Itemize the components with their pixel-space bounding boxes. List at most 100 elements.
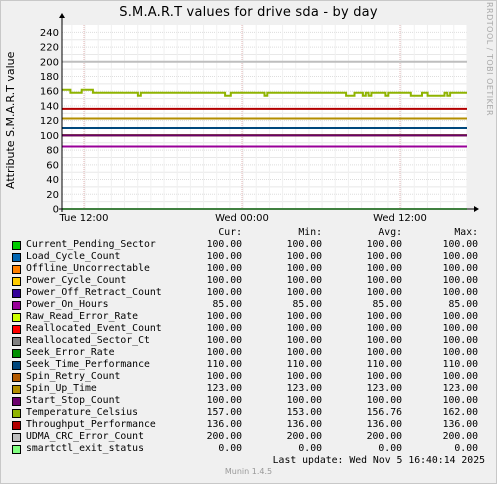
legend-value-cur: 85.00 xyxy=(212,299,243,310)
legend-swatch xyxy=(12,313,21,322)
legend-series-name: Start_Stop_Count xyxy=(26,395,121,406)
x-tick-label: Wed 00:00 xyxy=(215,213,269,224)
legend-value-avg: 100.00 xyxy=(366,395,402,406)
legend-swatch xyxy=(12,241,21,250)
legend-value-cur: 100.00 xyxy=(206,275,242,286)
legend-swatch xyxy=(12,361,21,370)
legend-value-max: 100.00 xyxy=(442,239,478,250)
legend-value-cur: 110.00 xyxy=(206,359,242,370)
legend-value-avg: 100.00 xyxy=(366,275,402,286)
legend-row: smartctl_exit_status 0.00 0.00 0.00 0.00 xyxy=(12,443,492,455)
legend-value-cur: 100.00 xyxy=(206,311,242,322)
legend-row: Spin_Up_Time 123.00 123.00 123.00 123.00 xyxy=(12,383,492,395)
legend-value-min: 100.00 xyxy=(286,311,322,322)
legend-row: Throughput_Performance 136.00 136.00 136.00… xyxy=(12,419,492,431)
chart-plot: 0 20 40 60 80 100 120 140 160 180 200 220 240 Tue 12:… xyxy=(40,13,479,224)
x-tick-label: Wed 12:00 xyxy=(373,213,427,224)
legend-row: Reallocated_Sector_Ct 100.00 100.00 100.00 1… xyxy=(12,335,492,347)
munin-version: Munin 1.4.5 xyxy=(224,467,273,476)
legend-value-cur: 100.00 xyxy=(206,371,242,382)
legend-swatch xyxy=(12,421,21,430)
last-update-text: Last update: Wed Nov 5 16:40:14 2025 xyxy=(272,455,485,466)
graph-title: S.M.A.R.T values for drive sda - by day xyxy=(119,5,378,20)
legend-value-min: 123.00 xyxy=(286,383,322,394)
legend-value-min: 100.00 xyxy=(286,323,322,334)
legend-value-min: 100.00 xyxy=(286,395,322,406)
x-tick-label: Tue 12:00 xyxy=(58,213,108,224)
legend-swatch xyxy=(12,301,21,310)
legend-swatch xyxy=(12,409,21,418)
legend-value-min: 110.00 xyxy=(286,359,322,370)
legend-swatch xyxy=(12,253,21,262)
legend-row: Power_Cycle_Count 100.00 100.00 100.00 100.0… xyxy=(12,275,492,287)
legend-row: Load_Cycle_Count 100.00 100.00 100.00 100.00 xyxy=(12,251,492,263)
legend-row: Current_Pending_Sector 100.00 100.00 100.00… xyxy=(12,239,492,251)
legend-value-avg: 100.00 xyxy=(366,347,402,358)
legend-series-name: Reallocated_Event_Count xyxy=(26,323,162,334)
y-tick-label: 100 xyxy=(40,131,59,142)
legend-value-max: 100.00 xyxy=(442,371,478,382)
legend-series-name: Reallocated_Sector_Ct xyxy=(26,335,150,346)
legend-value-min: 100.00 xyxy=(286,263,322,274)
legend-series-name: Power_Off_Retract_Count xyxy=(26,287,162,298)
legend-header-avg: Avg: xyxy=(378,227,402,238)
legend-value-cur: 123.00 xyxy=(206,383,242,394)
legend-swatch xyxy=(12,433,21,442)
legend-value-avg: 100.00 xyxy=(366,287,402,298)
legend-row: Offline_Uncorrectable 100.00 100.00 100.00 1… xyxy=(12,263,492,275)
legend-value-max: 100.00 xyxy=(442,275,478,286)
legend-value-avg: 100.00 xyxy=(366,263,402,274)
legend-series-name: Spin_Up_Time xyxy=(26,383,97,394)
legend-value-min: 85.00 xyxy=(292,299,323,310)
rrdtool-watermark: RRDTOOL / TOBI OETIKER xyxy=(485,2,494,117)
legend-swatch xyxy=(12,325,21,334)
legend-swatch xyxy=(12,289,21,298)
legend-series-name: Seek_Time_Performance xyxy=(26,359,150,370)
legend-row: Seek_Time_Performance 110.00 110.00 110.00 1… xyxy=(12,359,492,371)
legend-header-cur: Cur: xyxy=(218,227,242,238)
legend-value-max: 162.00 xyxy=(442,407,478,418)
y-tick-label: 0 xyxy=(53,205,59,216)
y-tick-label: 160 xyxy=(40,87,59,98)
legend-series-name: smartctl_exit_status xyxy=(26,443,144,454)
legend-value-max: 136.00 xyxy=(442,419,478,430)
legend-value-avg: 100.00 xyxy=(366,323,402,334)
y-tick-label: 80 xyxy=(46,146,59,157)
legend-value-avg: 0.00 xyxy=(378,443,402,454)
legend-value-cur: 100.00 xyxy=(206,287,242,298)
legend-swatch xyxy=(12,277,21,286)
legend-row: Power_On_Hours 85.00 85.00 85.00 85.00 xyxy=(12,299,492,311)
legend-series-name: Offline_Uncorrectable xyxy=(26,263,150,274)
legend-value-max: 110.00 xyxy=(442,359,478,370)
legend-header-min: Min: xyxy=(298,227,322,238)
y-axis-arrow xyxy=(59,13,65,18)
legend-swatch xyxy=(12,373,21,382)
legend-value-min: 100.00 xyxy=(286,371,322,382)
legend-row: Reallocated_Event_Count 100.00 100.00 100.0… xyxy=(12,323,492,335)
legend-value-min: 153.00 xyxy=(286,407,322,418)
legend-value-min: 100.00 xyxy=(286,347,322,358)
legend-value-avg: 100.00 xyxy=(366,335,402,346)
legend-value-min: 100.00 xyxy=(286,335,322,346)
legend-row: Power_Off_Retract_Count 100.00 100.00 100.0… xyxy=(12,287,492,299)
y-tick-label: 40 xyxy=(46,175,59,186)
legend-value-avg: 110.00 xyxy=(366,359,402,370)
legend-series-name: Spin_Retry_Count xyxy=(26,371,121,382)
legend-value-cur: 100.00 xyxy=(206,251,242,262)
legend-value-max: 100.00 xyxy=(442,395,478,406)
y-tick-label: 120 xyxy=(40,116,59,127)
legend-value-max: 85.00 xyxy=(448,299,479,310)
legend-row: Temperature_Celsius 157.00 153.00 156.76 162… xyxy=(12,407,492,419)
y-tick-label: 180 xyxy=(40,72,59,83)
legend-series-name: Load_Cycle_Count xyxy=(26,251,121,262)
legend-value-max: 100.00 xyxy=(442,323,478,334)
legend-swatch xyxy=(12,385,21,394)
y-tick-label: 20 xyxy=(46,190,59,201)
legend-value-max: 0.00 xyxy=(454,443,478,454)
legend-swatch xyxy=(12,397,21,406)
legend-value-min: 0.00 xyxy=(298,443,322,454)
legend-series-name: UDMA_CRC_Error_Count xyxy=(26,431,144,442)
legend-value-min: 200.00 xyxy=(286,431,322,442)
legend-value-cur: 100.00 xyxy=(206,239,242,250)
legend-value-avg: 123.00 xyxy=(366,383,402,394)
